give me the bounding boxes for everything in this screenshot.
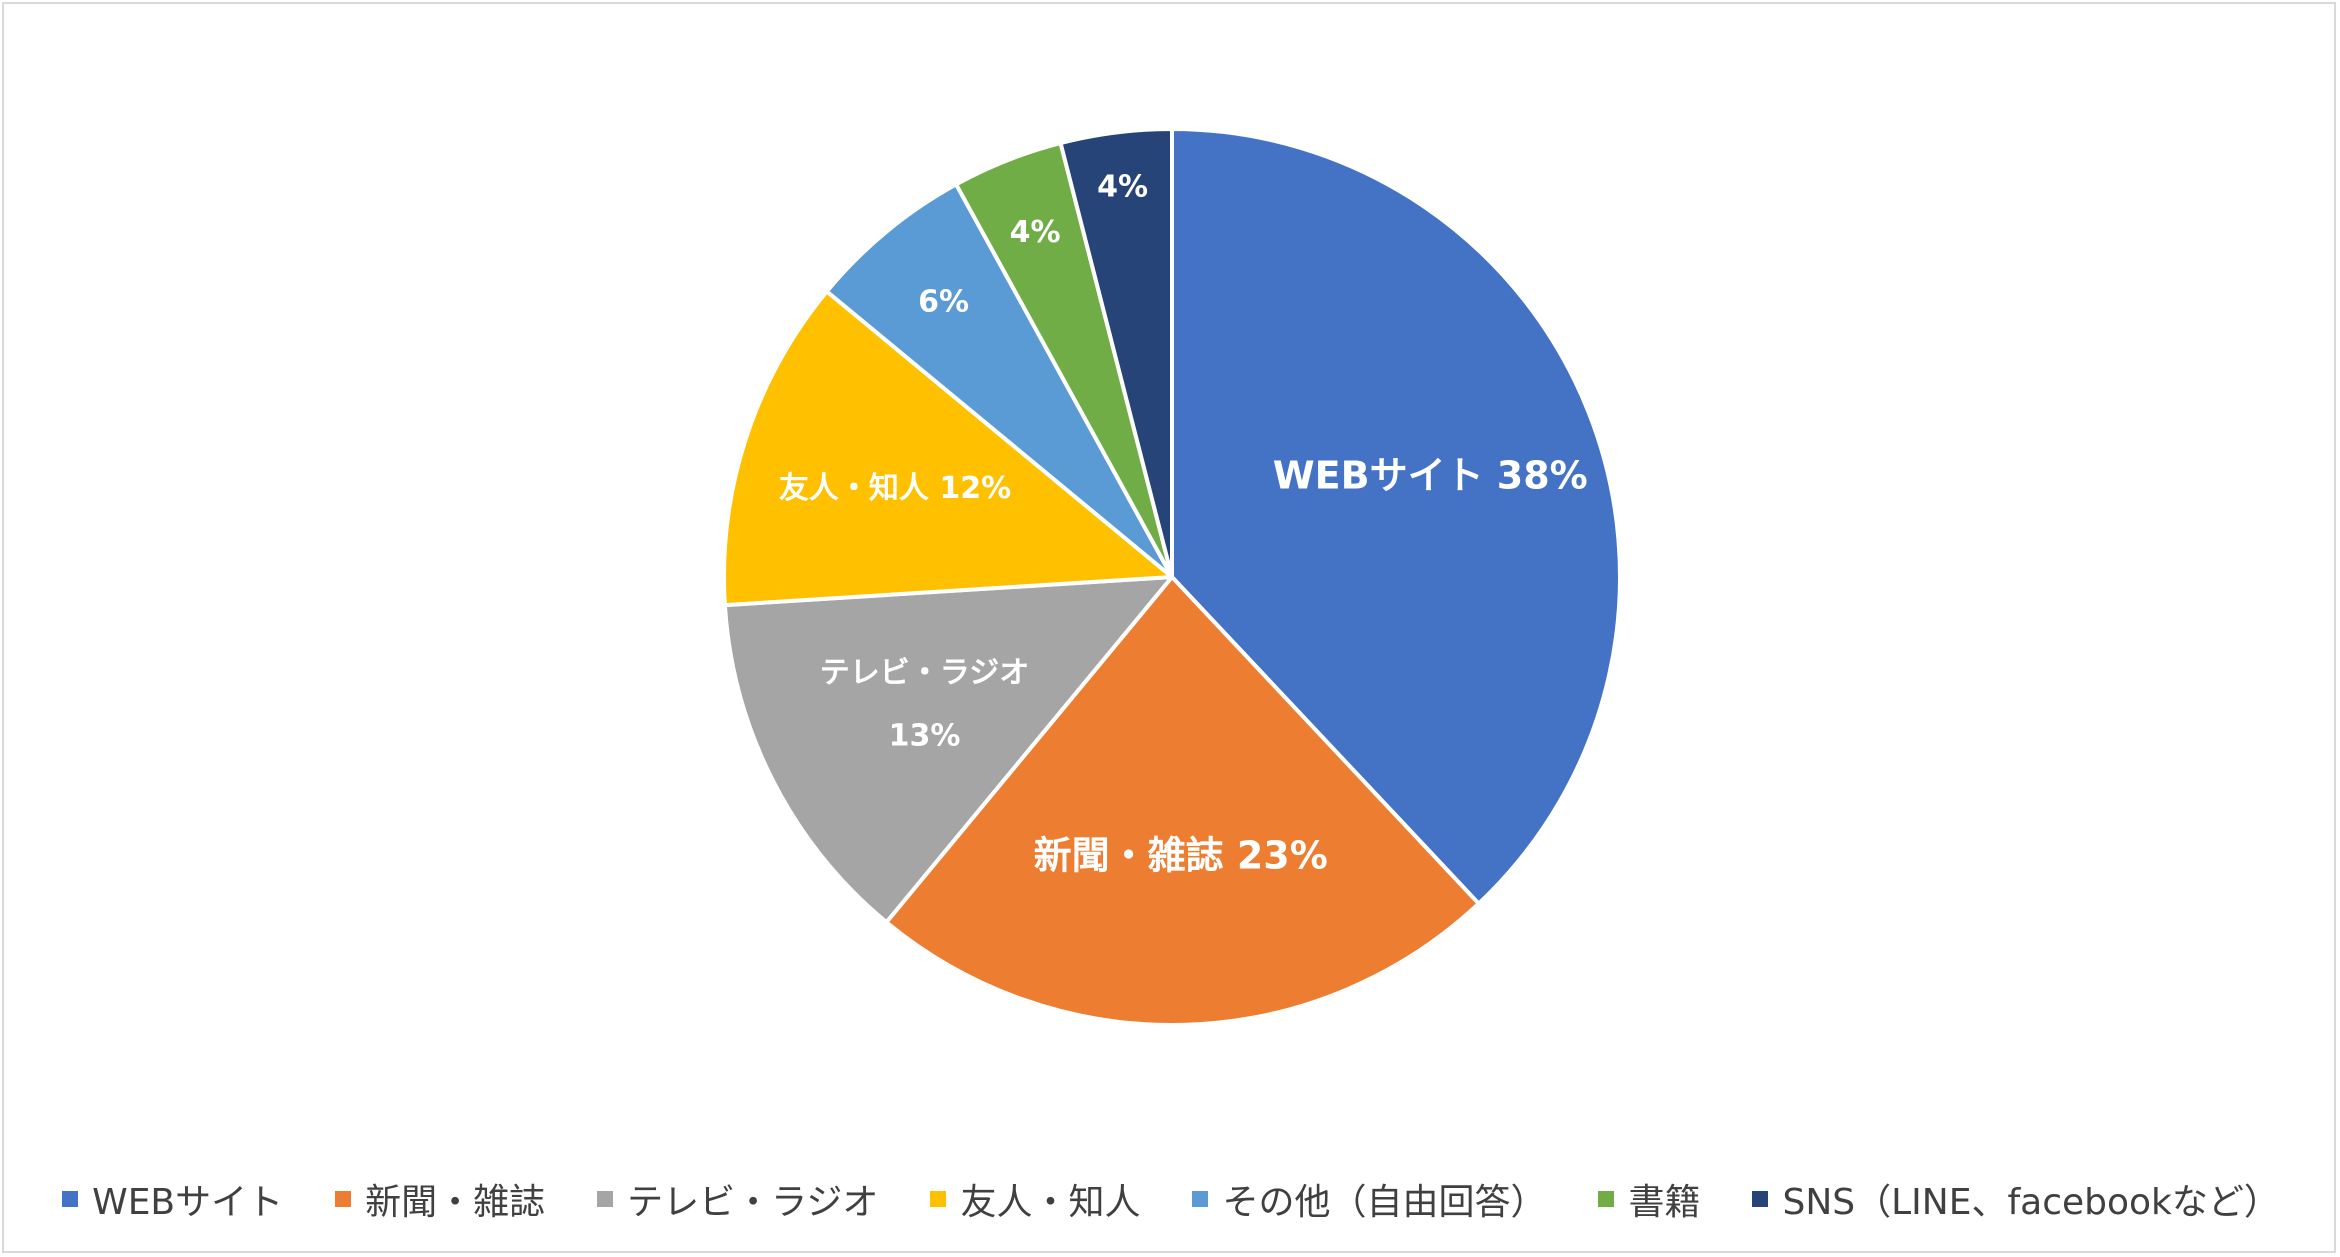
legend-swatch (930, 1191, 947, 1207)
legend-item: 新聞・雑誌 (335, 1173, 545, 1225)
legend-label: 友人・知人 (960, 1182, 1141, 1223)
legend-swatch (597, 1191, 614, 1207)
legend-label: 新聞・雑誌 (365, 1182, 546, 1223)
legend-label: SNS（LINE、facebookなど） (1782, 1182, 2280, 1223)
legend-swatch (335, 1191, 352, 1207)
pie-slice (824, 182, 1174, 579)
data-label: テレビ・ラジオ 13% (820, 655, 1029, 753)
legend-item: その他（自由回答） (1192, 1173, 1546, 1225)
legend-item: 友人・知人 (930, 1173, 1140, 1225)
legend-item: テレビ・ラジオ (597, 1173, 878, 1225)
data-label: 6% (918, 285, 969, 320)
legend-label: テレビ・ラジオ (627, 1182, 879, 1223)
legend-label: その他（自由回答） (1222, 1182, 1547, 1223)
pie-slice (1170, 127, 1622, 906)
legend-swatch (62, 1191, 79, 1207)
data-label: 友人・知人 12% (779, 471, 1011, 506)
data-label: 4% (1010, 215, 1061, 250)
legend-item: WEBサイト (62, 1173, 283, 1225)
pie-slice (884, 575, 1481, 1027)
legend-swatch (1598, 1191, 1615, 1207)
legend: WEBサイト 新聞・雑誌 テレビ・ラジオ 友人・知人 その他（自由回答） 書籍 SNS（LI… (4, 1169, 2338, 1229)
pie-slice (722, 289, 1174, 608)
legend-label: 書籍 (1628, 1182, 1701, 1223)
legend-swatch (1192, 1191, 1209, 1207)
data-label: 新聞・雑誌 23% (1034, 833, 1328, 877)
legend-swatch (1752, 1191, 1769, 1207)
legend-item: 書籍 (1598, 1173, 1700, 1225)
data-label: 4% (1097, 170, 1148, 205)
legend-item: SNS（LINE、facebookなど） (1752, 1173, 2280, 1225)
pie-chart: WEBサイト 38% 新聞・雑誌 23% テレビ・ラジオ 13% 友人・知人 12% 6%… (722, 127, 1622, 1027)
data-label: WEBサイト 38% (1273, 453, 1588, 497)
legend-label: WEBサイト (92, 1182, 284, 1223)
pie-slice (1058, 127, 1174, 579)
pie-slice (722, 575, 1174, 925)
